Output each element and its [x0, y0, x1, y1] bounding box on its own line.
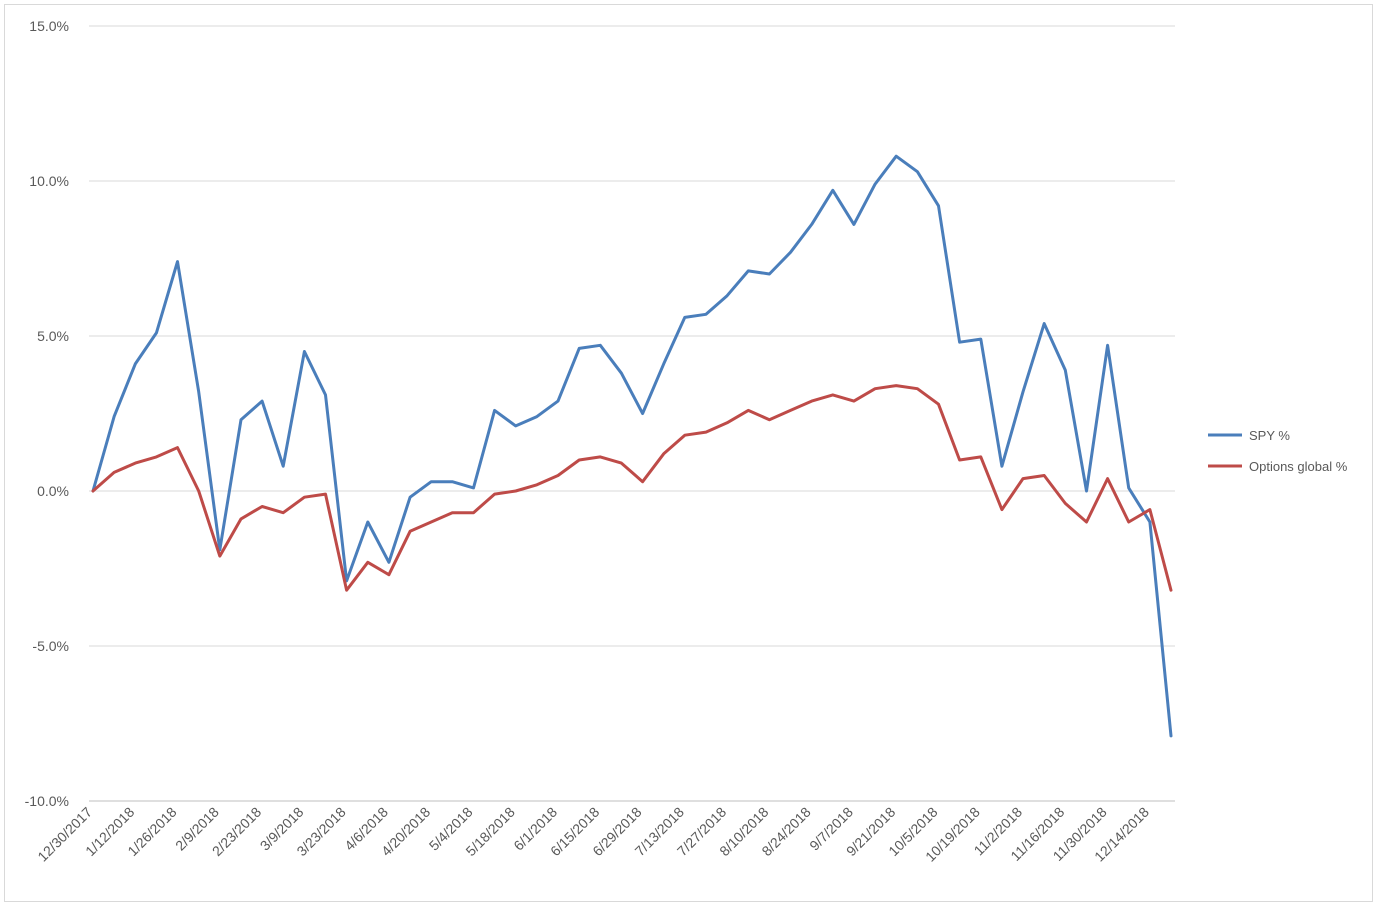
legend-label: SPY % — [1249, 428, 1290, 443]
y-tick-label: -5.0% — [32, 638, 69, 654]
y-tick-label: 10.0% — [29, 173, 69, 189]
series-line-options-global — [93, 386, 1171, 591]
legend-label: Options global % — [1249, 459, 1348, 474]
y-axis-tick-labels: 15.0% 10.0% 5.0% 0.0% -5.0% -10.0% — [25, 18, 69, 809]
series-line-spy — [93, 156, 1171, 736]
chart-frame: 15.0% 10.0% 5.0% 0.0% -5.0% -10.0% 12/30/2017… — [4, 4, 1373, 902]
y-tick-label: 0.0% — [37, 483, 69, 499]
y-tick-label: 15.0% — [29, 18, 69, 34]
y-tick-label: -10.0% — [25, 793, 69, 809]
x-tick-label: 12/30/2017 — [34, 804, 95, 865]
line-chart: 15.0% 10.0% 5.0% 0.0% -5.0% -10.0% 12/30/2017… — [5, 5, 1374, 903]
y-tick-label: 5.0% — [37, 328, 69, 344]
legend: SPY % Options global % — [1208, 428, 1348, 474]
gridlines — [89, 26, 1175, 801]
series-lines — [93, 156, 1171, 736]
x-axis-tick-labels: 12/30/20171/12/20181/26/20182/9/20182/23… — [34, 804, 1152, 865]
